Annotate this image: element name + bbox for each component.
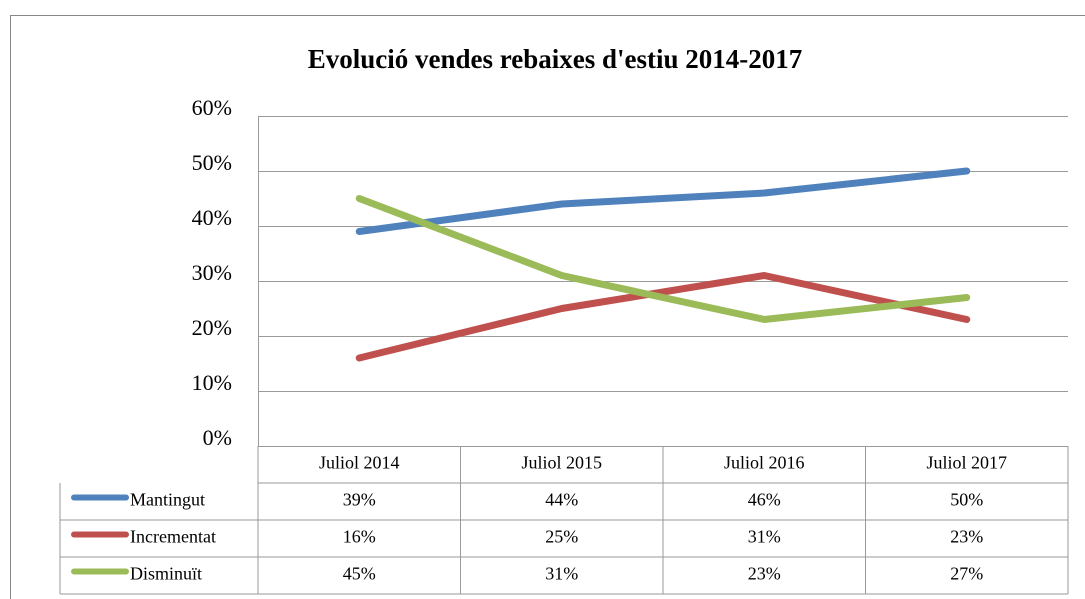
data-label: 39% <box>343 490 376 510</box>
legend-label: Disminuït <box>130 564 202 584</box>
line <box>355 195 971 323</box>
chart-title: Evolució vendes rebaixes d'estiu 2014-20… <box>308 44 803 74</box>
y-tick-label: 10% <box>192 370 232 395</box>
x-tick-label: Juliol 2017 <box>926 453 1007 473</box>
data-label: 25% <box>545 527 578 547</box>
data-label: 45% <box>343 564 376 584</box>
legend-label: Incrementat <box>130 527 216 547</box>
data-label: 50% <box>950 490 983 510</box>
line <box>355 167 971 235</box>
data-label: 44% <box>545 490 578 510</box>
y-tick-label: 60% <box>192 95 232 120</box>
data-label: 23% <box>748 564 781 584</box>
y-tick-label: 30% <box>192 260 232 285</box>
data-label: 31% <box>748 527 781 547</box>
x-tick-label: Juliol 2014 <box>319 453 400 473</box>
data-label: 23% <box>950 527 983 547</box>
data-label: 16% <box>343 527 376 547</box>
chart-frame <box>10 15 1085 599</box>
line <box>355 272 971 362</box>
x-tick-label: Juliol 2016 <box>724 453 805 473</box>
data-label: 27% <box>950 564 983 584</box>
data-label: 31% <box>545 564 578 584</box>
legend-label: Mantingut <box>130 490 205 510</box>
y-tick-label: 50% <box>192 150 232 175</box>
data-label: 46% <box>748 490 781 510</box>
y-tick-label: 40% <box>192 205 232 230</box>
y-tick-label: 0% <box>203 425 232 450</box>
y-tick-label: 20% <box>192 315 232 340</box>
x-tick-label: Juliol 2015 <box>521 453 602 473</box>
